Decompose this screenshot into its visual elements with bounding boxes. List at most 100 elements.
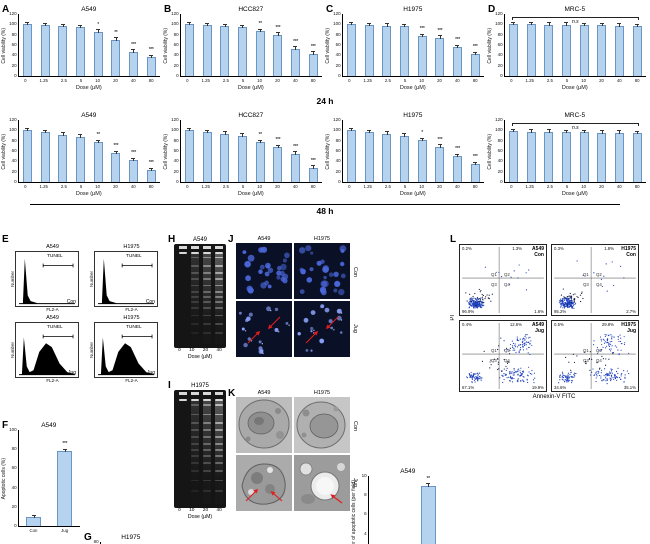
- bar-group: [382, 14, 392, 76]
- tunel-plot-h1975-jug: H1975 Number TUNEL Jug FL2-A: [89, 315, 166, 384]
- fluorescence-image-h1975-con: [294, 243, 350, 299]
- plot-cell-label: H1975: [621, 322, 636, 328]
- quad-q2-percent: 1.8%: [604, 246, 614, 251]
- significance-label: **: [96, 132, 100, 139]
- column-labels: A549 H1975: [236, 390, 356, 397]
- y-tick: 0: [500, 179, 503, 184]
- chart-viability-hcc827-48h: HCC827 Cell viability (%) 0 20 40 60 80 100 120 *…: [163, 112, 322, 197]
- x-tick: 10: [95, 184, 101, 189]
- y-tick: 100: [171, 127, 179, 133]
- column-label-h1975: H1975: [313, 236, 331, 242]
- x-ticks: 0 1.25 2.5 5 10 20 40 80: [180, 184, 322, 190]
- bar-80: [308, 165, 318, 182]
- bar-1.25: [40, 22, 50, 76]
- bar-group: [544, 120, 554, 182]
- tunel-plot-h1975-con: H1975 Number TUNEL Con FL2-A: [89, 244, 166, 313]
- x-tick: 2.5: [384, 78, 391, 83]
- bar-10: [579, 129, 589, 182]
- gel-x-label: Dose (μM): [187, 514, 213, 520]
- y-tick: 40: [497, 158, 503, 164]
- significance-label: ***: [62, 441, 68, 448]
- significance-label: ***: [310, 43, 316, 50]
- x-tick: 20: [275, 184, 280, 189]
- fluorescence-image-a549-con: [236, 243, 292, 299]
- x-axis-label: Dose (μM): [237, 190, 264, 197]
- plot-group-label: Con: [626, 252, 636, 258]
- quad-label-q4: Q4: [504, 358, 510, 363]
- significance-label: **: [426, 475, 431, 482]
- quad-label-q2: Q2: [596, 348, 602, 353]
- x-tick: 80: [148, 78, 154, 83]
- x-ticks: 0 1.25 2.5 5 10 20 40 80: [18, 184, 160, 190]
- chart-apoptotic-a549-tunel: F A549 Apoptotic cells (%) 0 20 40 60 80 100 *** C…: [1, 421, 80, 534]
- x-tick: 1.25: [201, 78, 210, 83]
- bar-1.25: [526, 129, 536, 182]
- bar-80: [308, 51, 318, 76]
- significance-label: ***: [455, 37, 460, 44]
- plot-area: *** *** *** ***: [341, 14, 484, 77]
- x-axis-label: Dose (μM): [75, 84, 102, 91]
- bar-1.25: [364, 22, 374, 76]
- plot-cell-label: A549: [532, 322, 544, 328]
- bar-group: ***: [435, 120, 445, 182]
- bar-80: [632, 130, 642, 182]
- y-tick: 80: [93, 539, 99, 544]
- y-tick: 20: [497, 62, 503, 68]
- x-tick: 20: [599, 78, 604, 83]
- bar-group: [40, 14, 50, 76]
- bar-5: [237, 133, 247, 182]
- x-ticks: 0 1.25 2.5 5 10 20 40 80: [342, 184, 484, 190]
- bar-5: [399, 133, 409, 182]
- column-label-a549: A549: [257, 236, 271, 242]
- y-tick: 20: [335, 62, 341, 68]
- x-tick: 1.25: [363, 78, 372, 83]
- y-tick: 120: [171, 11, 179, 16]
- gel-lane-labels: 0 10 20 40: [174, 508, 226, 514]
- y-tick: 80: [335, 137, 341, 143]
- y-tick: 60: [173, 148, 179, 153]
- bar-group: [346, 120, 356, 182]
- bar-group: [561, 120, 571, 182]
- y-tick: 80: [173, 137, 179, 143]
- x-axis-label: Dose (μM): [561, 84, 588, 91]
- x-axis-label: Dose (μM): [237, 84, 264, 91]
- flow-plot-h1975-con: 0.3% 1.8% 95.2% 2.7% Q1 Q2 Q3 Q4 H1975 C…: [551, 244, 639, 316]
- y-tick: 100: [333, 127, 341, 133]
- gel-image: [174, 390, 226, 508]
- plot-area: ** *** *** ***: [17, 120, 160, 183]
- bar-group: **: [420, 475, 436, 544]
- row-labels: Con Jug: [352, 397, 358, 511]
- y-tick: 80: [173, 31, 179, 37]
- x-tick: 0: [510, 78, 513, 83]
- x-tick: 5: [79, 78, 83, 83]
- significance-label: ***: [455, 146, 460, 153]
- panel-letter-K: K: [228, 388, 236, 399]
- y-tick: 0: [338, 179, 341, 184]
- panel-k-em-images: K A549 H1975 Con Jug: [228, 388, 358, 511]
- bar-0: [508, 21, 518, 76]
- x-tick: 10: [95, 78, 101, 83]
- x-tick: 0: [186, 184, 189, 189]
- bar-group: ***: [57, 430, 73, 526]
- chart-title: MRC-5: [564, 112, 586, 119]
- bar-group: **: [93, 120, 103, 182]
- bar-group: [220, 14, 230, 76]
- bar-group: [508, 14, 518, 76]
- significance-label: ***: [148, 47, 154, 54]
- tunel-plot-a549-con: A549 Number TUNEL Con FL2-A: [10, 244, 87, 313]
- significance-label: ***: [419, 26, 425, 33]
- viability-row-24h: A A549 Cell viability (%) 0 20 40 60 80 100 120 * *…: [1, 5, 648, 91]
- plot-area: n.s: [503, 14, 646, 77]
- x-ticks: Con Jug: [18, 528, 80, 534]
- bar-20: [597, 22, 607, 76]
- bar-group: [58, 14, 68, 76]
- bar-group: [364, 14, 374, 76]
- bar-1.25: [526, 21, 536, 76]
- quad-q1-percent: 0.2%: [462, 246, 472, 251]
- flow-histogram: [15, 322, 79, 378]
- chart-title: HCC827: [238, 112, 264, 119]
- group-label: Con: [145, 299, 155, 305]
- x-tick: 10: [419, 78, 425, 83]
- quad-q2-percent: 12.6%: [509, 322, 522, 327]
- flow-plot-h1975-jug: 0.5% 29.8% 34.6% 35.1% Q1 Q2 Q3 Q4 H1975…: [551, 320, 639, 392]
